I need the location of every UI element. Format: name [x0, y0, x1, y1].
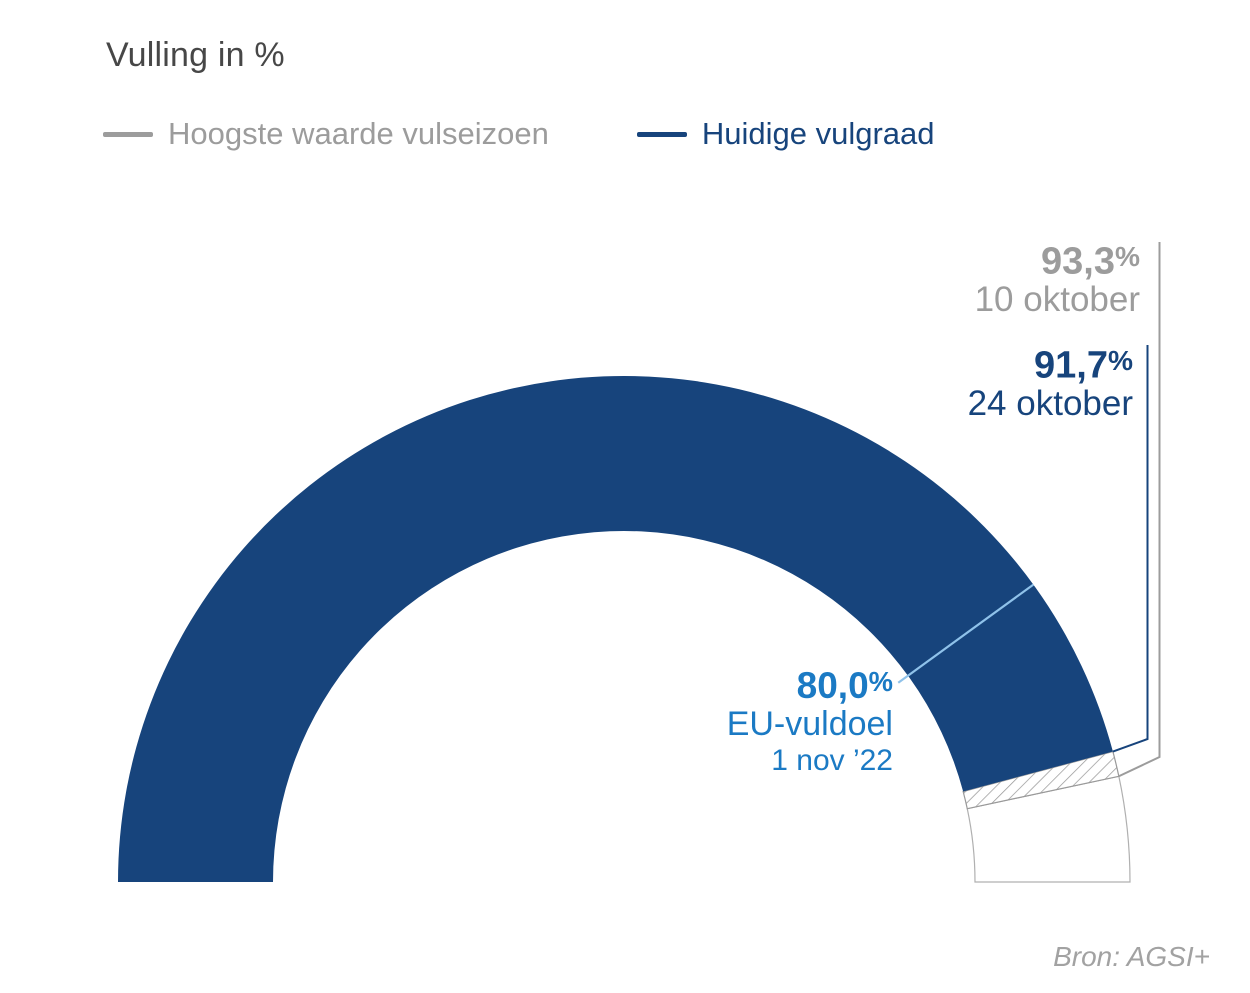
highest-value-number: 93,3: [1041, 240, 1115, 283]
gauge-hatch-band: [962, 750, 1120, 810]
target-date: 1 nov ’22: [771, 744, 893, 778]
highest-date: 10 oktober: [974, 280, 1140, 320]
legend-dash-highest-icon: [103, 131, 153, 137]
highest-leader-line: [1118, 242, 1161, 778]
source-attribution: Bron: AGSI+: [1053, 941, 1210, 972]
highest-marker-label: 93,3% 10 oktober: [975, 237, 1140, 319]
target-value-number: 80,0: [796, 665, 869, 707]
gauge-fill-current: [118, 375, 1113, 882]
target-value: 80,0%: [727, 662, 893, 706]
highest-value-unit: %: [1115, 241, 1140, 272]
gauge-empty-band: [966, 775, 1131, 883]
legend-label-current: Huidige vulgraad: [701, 116, 935, 151]
legend-dash-current-icon: [636, 131, 687, 137]
highest-value: 93,3%: [975, 237, 1140, 281]
legend: Hoogste waarde vulseizoen Huidige vulgra…: [103, 116, 935, 152]
current-leader-line: [1112, 345, 1149, 753]
current-marker-label: 91,7% 24 oktober: [968, 341, 1133, 423]
target-name: EU-vuldoel: [726, 705, 893, 744]
chart-title: Vulling in %: [106, 36, 285, 74]
legend-item-highest: Hoogste waarde vulseizoen: [103, 116, 549, 152]
legend-item-current: Huidige vulgraad: [636, 116, 935, 152]
current-value: 91,7%: [968, 341, 1133, 385]
current-value-unit: %: [1108, 345, 1133, 376]
target-leader-line: [897, 583, 1035, 684]
current-date: 24 oktober: [967, 384, 1133, 424]
legend-label-highest: Hoogste waarde vulseizoen: [168, 116, 549, 151]
current-value-number: 91,7: [1034, 344, 1108, 387]
target-value-unit: %: [868, 666, 893, 697]
target-marker-label: 80,0% EU-vuldoel 1 nov ’22: [727, 662, 893, 778]
